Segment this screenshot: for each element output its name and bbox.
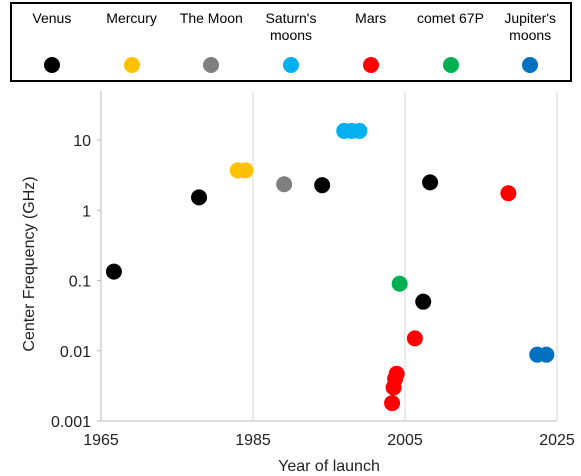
point	[422, 174, 439, 191]
point	[351, 122, 368, 139]
point	[385, 379, 402, 396]
legend-label: Jupiter's moons	[504, 10, 557, 43]
legend-label: Mercury	[106, 10, 157, 26]
legend-label: Saturn's moons	[265, 10, 317, 43]
legend: Venus Mercury The Moon Saturn's moons Mars co…	[10, 2, 572, 82]
legend-item: Mercury	[92, 4, 172, 80]
legend-item: Saturn's moons	[251, 4, 331, 80]
legend-swatch	[44, 57, 60, 73]
y-tick-label: 1	[82, 203, 91, 220]
point	[391, 275, 408, 292]
legend-marker	[283, 57, 300, 73]
legend-swatch	[283, 57, 300, 73]
point	[415, 293, 432, 310]
legend-marker	[44, 57, 60, 73]
y-axis-title: Center Frequency (GHz)	[21, 176, 38, 351]
legend-item: comet 67P	[411, 4, 491, 80]
legend-label: The Moon	[179, 10, 243, 26]
legend-label: comet 67P	[416, 10, 484, 26]
point	[237, 162, 254, 179]
point	[538, 346, 555, 363]
point	[105, 263, 122, 280]
legend-swatch	[522, 57, 539, 73]
point	[191, 189, 208, 206]
x-tick-label: 2025	[539, 432, 575, 449]
legend-label: Venus	[32, 10, 72, 26]
point	[276, 176, 293, 193]
x-tick-label: 1965	[83, 432, 119, 449]
legend-marker	[203, 57, 220, 73]
x-tick-label: 1985	[235, 432, 271, 449]
legend-marker	[522, 57, 539, 73]
legend-item: Jupiter's moons	[490, 4, 570, 80]
legend-label: Mars	[355, 10, 387, 26]
legend-swatch	[123, 57, 140, 73]
y-tick-label: 0.001	[51, 414, 91, 431]
legend-swatch	[442, 57, 459, 73]
point	[314, 177, 331, 194]
legend-marker	[123, 57, 140, 73]
legend-item: Venus	[12, 4, 92, 80]
x-axis-title: Year of launch	[278, 458, 380, 475]
legend-marker	[442, 57, 459, 73]
y-tick-label: 10	[73, 133, 91, 150]
point	[406, 330, 423, 347]
x-tick-label: 2005	[387, 432, 423, 449]
legend-item: The Moon	[171, 4, 251, 80]
legend-swatch	[362, 57, 379, 73]
y-tick-label: 0.1	[69, 274, 91, 291]
legend-swatch	[203, 57, 220, 73]
point	[500, 185, 517, 202]
point	[384, 395, 401, 412]
legend-item: Mars	[331, 4, 411, 80]
legend-marker	[362, 57, 379, 73]
y-tick-label: 0.01	[60, 344, 91, 361]
